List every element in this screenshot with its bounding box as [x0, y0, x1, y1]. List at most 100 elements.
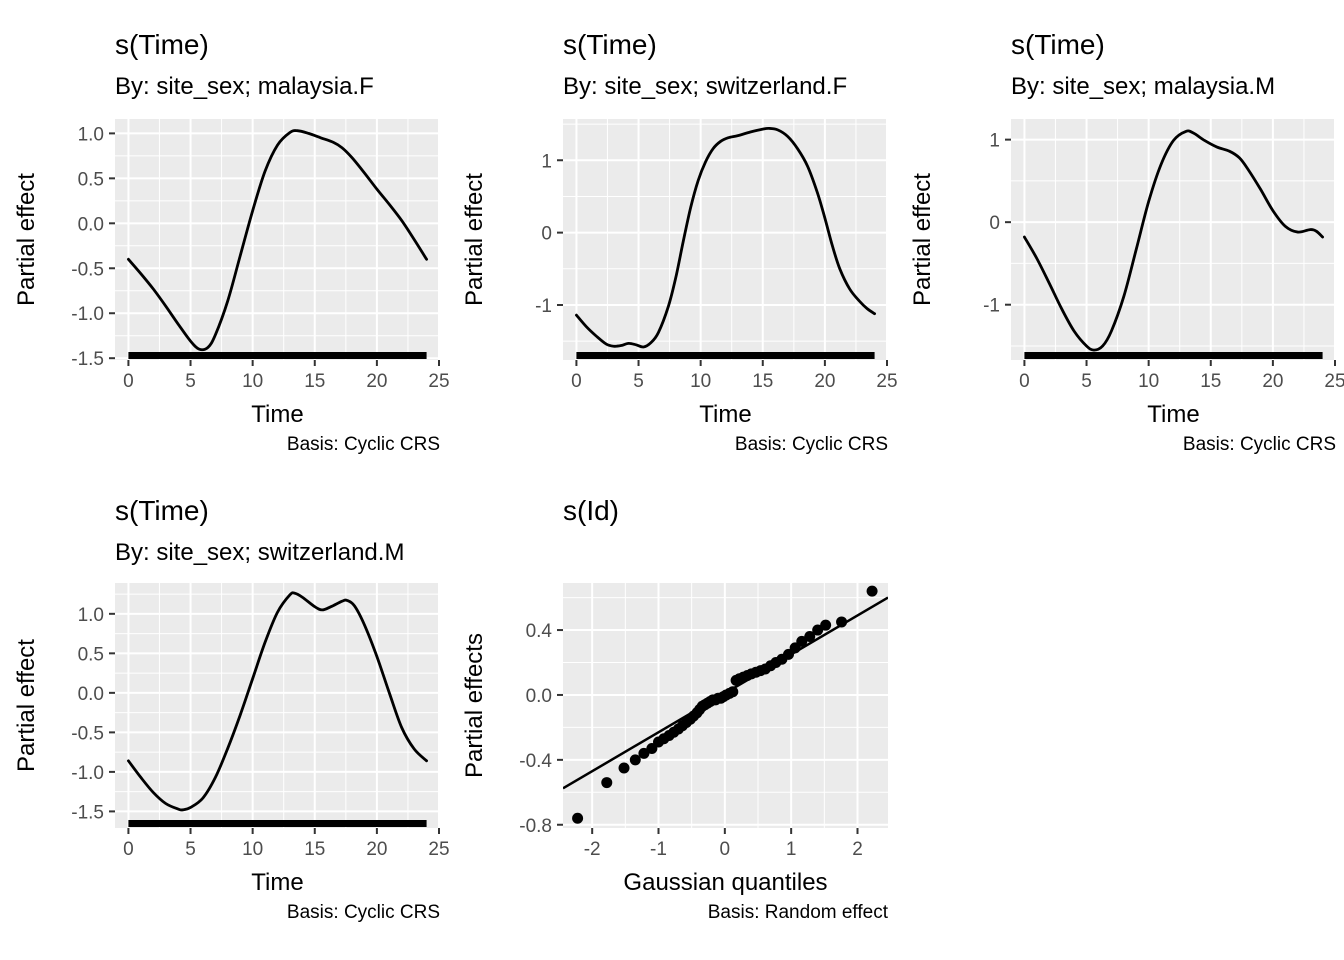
- rug-bar: [576, 352, 875, 359]
- y-axis-label: Partial effect: [461, 173, 488, 306]
- data-layer: [563, 585, 888, 824]
- x-tick-label: 0: [571, 371, 582, 392]
- x-axis-label: Gaussian quantiles: [623, 869, 827, 896]
- x-tick-label: 15: [304, 839, 325, 860]
- plot-smooth-time-malaysia-f: s(Time) By: site_sex; malaysia.F 0 5 10 15 20 2…: [0, 0, 450, 480]
- y-axis-label: Partial effect: [13, 639, 40, 772]
- plot-canvas: s(Id) -2 -1 0 1 2 -0.8 -0.4 0.0 0.4 Gaussian quant…: [461, 495, 889, 923]
- smooth-curve: [127, 129, 428, 352]
- plot-smooth-time-malaysia-m: s(Time) By: site_sex; malaysia.M 0 5 10 15 20 2…: [896, 0, 1344, 480]
- smooth-curve: [1023, 129, 1324, 352]
- gridlines-minor: [1011, 119, 1336, 360]
- x-tick-label: 10: [1138, 371, 1159, 392]
- y-tick-label: 0.5: [78, 644, 104, 665]
- y-tick-label: -1.5: [71, 349, 104, 370]
- y-tick-label: 1.0: [78, 124, 104, 145]
- rug-bar: [128, 820, 427, 827]
- smooth-curve: [127, 591, 428, 812]
- x-tick-label: 25: [876, 371, 897, 392]
- gridlines-major: [115, 583, 441, 828]
- x-tick-label: 5: [185, 371, 196, 392]
- y-tick-label: 0.4: [526, 621, 553, 642]
- qq-point: [727, 686, 739, 698]
- plot-title: s(Id): [563, 495, 619, 526]
- qq-point: [866, 585, 878, 597]
- qq-point: [804, 631, 816, 643]
- x-tick-label: 5: [185, 839, 196, 860]
- x-tick-label: 15: [1200, 371, 1221, 392]
- data-layer: [127, 129, 428, 359]
- x-tick-label: 20: [814, 371, 835, 392]
- smooth-curve: [575, 126, 876, 349]
- plot-caption: Basis: Cyclic CRS: [735, 434, 888, 455]
- plot-smooth-time-switzerland-f: s(Time) By: site_sex; switzerland.F 0 5 10 15…: [448, 0, 898, 480]
- y-tick-label: -0.4: [519, 751, 552, 772]
- x-axis-label: Time: [251, 869, 303, 896]
- qq-point: [618, 762, 630, 774]
- x-tick-label: 10: [690, 371, 711, 392]
- plot-canvas: s(Time) By: site_sex; malaysia.F 0 5 10 15 20 2…: [13, 29, 450, 455]
- gridlines-minor: [115, 583, 440, 828]
- x-axis-label: Time: [1147, 401, 1199, 428]
- y-tick-label: 0.0: [78, 214, 104, 235]
- x-tick-label: 0: [123, 371, 134, 392]
- y-axis-label: Partial effects: [461, 633, 488, 778]
- y-axis-label: Partial effect: [909, 173, 936, 306]
- x-axis-label: Time: [251, 401, 303, 428]
- data-layer: [127, 591, 428, 827]
- y-axis-label: Partial effect: [13, 173, 40, 306]
- x-tick-label: 20: [366, 839, 387, 860]
- x-tick-label: 5: [1081, 371, 1092, 392]
- axis-tick-marks: [109, 132, 441, 366]
- rug-bar: [128, 352, 427, 359]
- qq-point: [601, 777, 613, 789]
- gridlines-minor: [563, 119, 888, 360]
- panel-background: [115, 119, 440, 360]
- plot-caption: Basis: Cyclic CRS: [287, 902, 440, 923]
- x-axis-label: Time: [699, 401, 751, 428]
- plot-title: s(Time): [1011, 29, 1105, 60]
- axis-tick-marks: [1005, 138, 1337, 366]
- rug-bar: [1024, 352, 1323, 359]
- plot-title: s(Time): [115, 29, 209, 60]
- x-tick-label: 2: [852, 839, 863, 860]
- qq-point: [836, 616, 848, 628]
- plot-caption: Basis: Cyclic CRS: [1183, 434, 1336, 455]
- y-tick-label: 0.0: [526, 686, 552, 707]
- plot-random-effect-id: s(Id) -2 -1 0 1 2 -0.8 -0.4 0.0 0.4 Gaussian quant…: [448, 480, 896, 960]
- y-tick-label: -1.0: [71, 763, 104, 784]
- y-tick-label: -0.5: [71, 259, 104, 280]
- panel-background: [1011, 119, 1336, 360]
- plot-canvas: s(Time) By: site_sex; switzerland.M 0 5 10 15…: [13, 495, 450, 923]
- plot-subtitle: By: site_sex; switzerland.M: [115, 539, 404, 566]
- y-tick-label: -1: [983, 296, 1000, 317]
- plot-smooth-time-switzerland-m: s(Time) By: site_sex; switzerland.M 0 5 10 15…: [0, 480, 450, 960]
- y-tick-label: -1.5: [71, 802, 104, 823]
- y-tick-label: -1.0: [71, 304, 104, 325]
- data-layer: [1023, 129, 1324, 359]
- panel-background: [115, 583, 440, 828]
- x-tick-label: 20: [1262, 371, 1283, 392]
- qq-point: [572, 812, 584, 824]
- plot-caption: Basis: Random effect: [708, 902, 889, 923]
- x-tick-label: 25: [428, 839, 449, 860]
- x-tick-label: 25: [428, 371, 449, 392]
- plot-subtitle: By: site_sex; malaysia.F: [115, 73, 374, 100]
- plot-subtitle: By: site_sex; malaysia.M: [1011, 73, 1275, 100]
- qq-point: [812, 624, 824, 636]
- x-tick-label: -1: [650, 839, 667, 860]
- x-tick-label: 15: [752, 371, 773, 392]
- x-tick-label: 10: [242, 371, 263, 392]
- x-tick-label: 15: [304, 371, 325, 392]
- y-tick-label: 0: [989, 213, 1000, 234]
- y-tick-label: -0.8: [519, 816, 552, 837]
- qq-point: [638, 747, 650, 759]
- x-tick-label: 0: [1019, 371, 1030, 392]
- plot-caption: Basis: Cyclic CRS: [287, 434, 440, 455]
- y-tick-label: 0.5: [78, 169, 104, 190]
- y-tick-label: 1: [541, 151, 552, 172]
- y-tick-label: 0.0: [78, 684, 104, 705]
- x-tick-label: 0: [720, 839, 731, 860]
- x-tick-label: 25: [1324, 371, 1344, 392]
